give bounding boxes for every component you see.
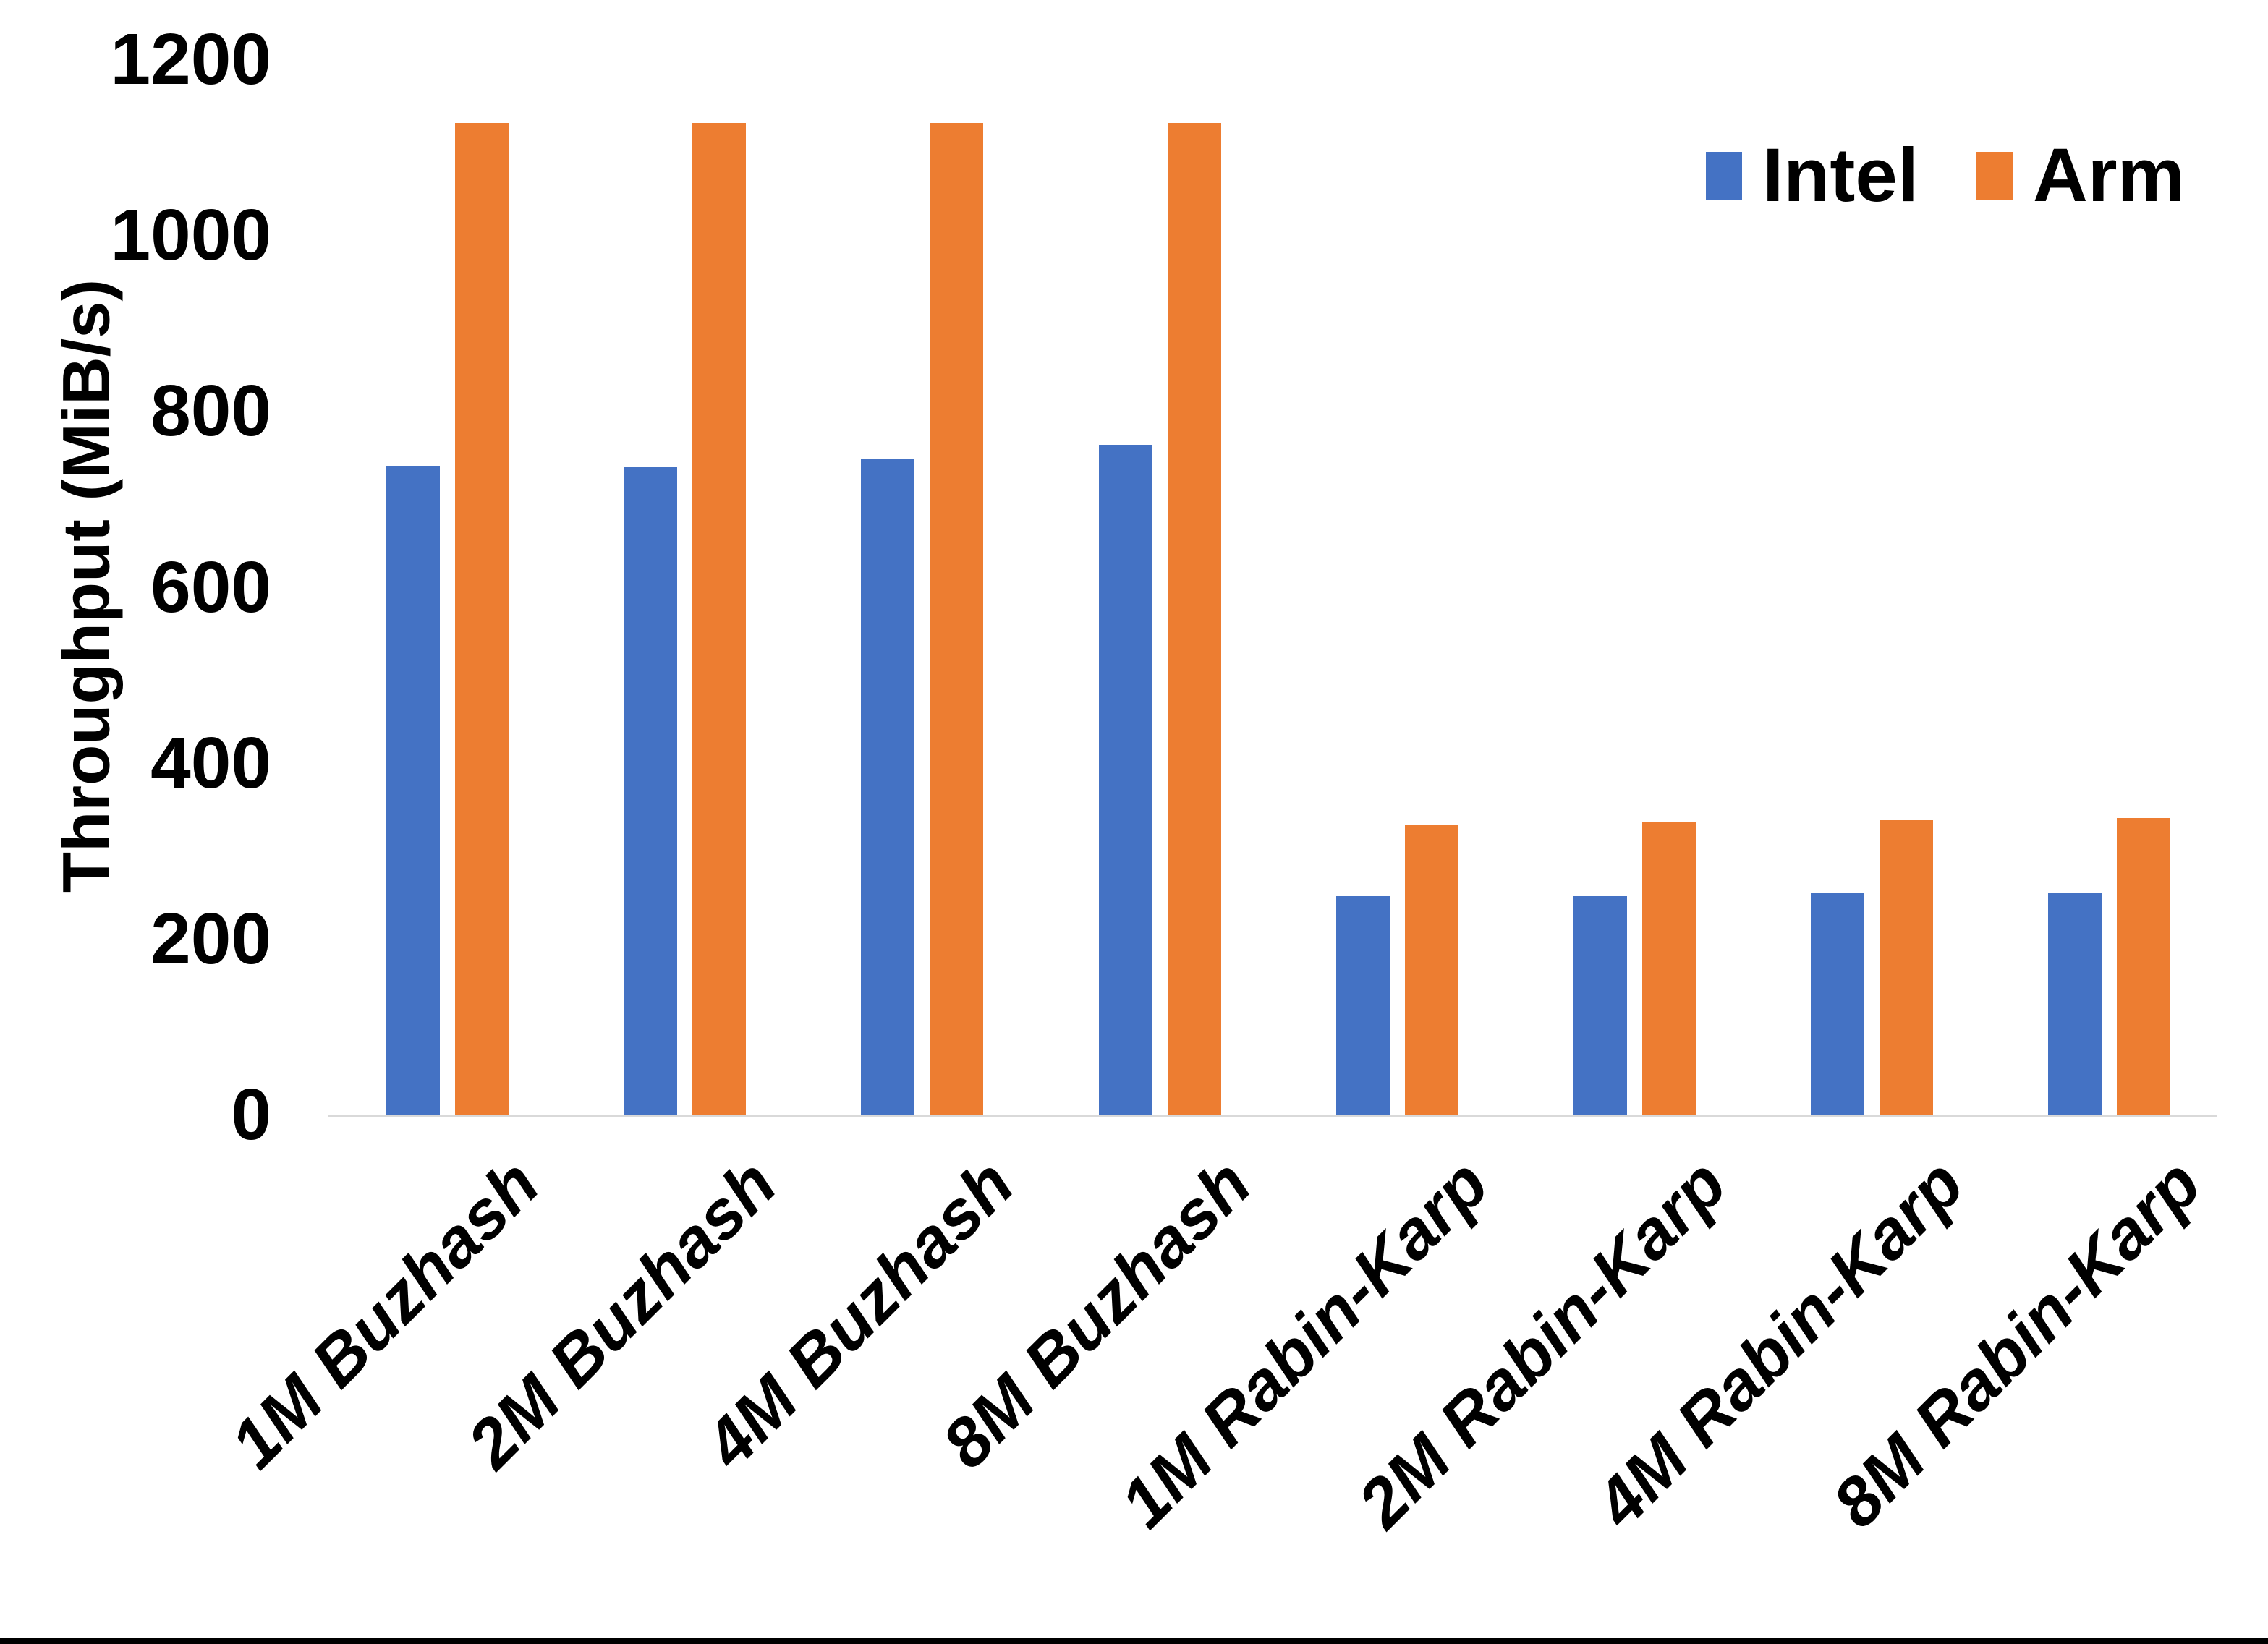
legend-item-intel: Intel xyxy=(1706,134,1919,217)
bar-intel xyxy=(1811,893,1865,1115)
bar-intel xyxy=(624,467,678,1115)
y-tick-label: 600 xyxy=(150,546,271,628)
bar-arm xyxy=(1880,820,1934,1115)
bar-arm xyxy=(930,123,984,1115)
y-tick-label: 1000 xyxy=(110,195,271,276)
legend-swatch-intel-icon xyxy=(1706,151,1743,200)
bottom-border xyxy=(0,1638,2268,1644)
bar-intel xyxy=(1335,896,1390,1115)
y-tick-label: 400 xyxy=(150,722,271,804)
legend: Intel Arm xyxy=(1706,134,2185,217)
legend-label: Intel xyxy=(1762,133,1919,218)
bar-intel xyxy=(861,459,915,1115)
y-tick-label: 1200 xyxy=(110,19,271,100)
legend-item-arm: Arm xyxy=(1976,134,2185,217)
bar-arm xyxy=(1404,825,1458,1115)
bar-arm xyxy=(2117,818,2171,1115)
x-axis-line xyxy=(328,1115,2217,1117)
legend-label: Arm xyxy=(2032,133,2185,218)
bar-arm xyxy=(455,123,509,1115)
bar-arm xyxy=(692,123,747,1115)
y-tick-label: 800 xyxy=(150,370,271,452)
bar-intel xyxy=(1098,445,1152,1115)
bar-arm xyxy=(1642,822,1696,1115)
y-tick-label: 200 xyxy=(150,898,271,979)
bar-intel xyxy=(1573,896,1627,1115)
x-category-label: 1M Buzhash xyxy=(216,1145,553,1483)
bar-arm xyxy=(1167,123,1221,1115)
y-tick-label: 0 xyxy=(231,1074,271,1155)
bar-intel xyxy=(386,466,440,1115)
legend-swatch-arm-icon xyxy=(1976,151,2013,200)
bar-intel xyxy=(2048,893,2102,1115)
